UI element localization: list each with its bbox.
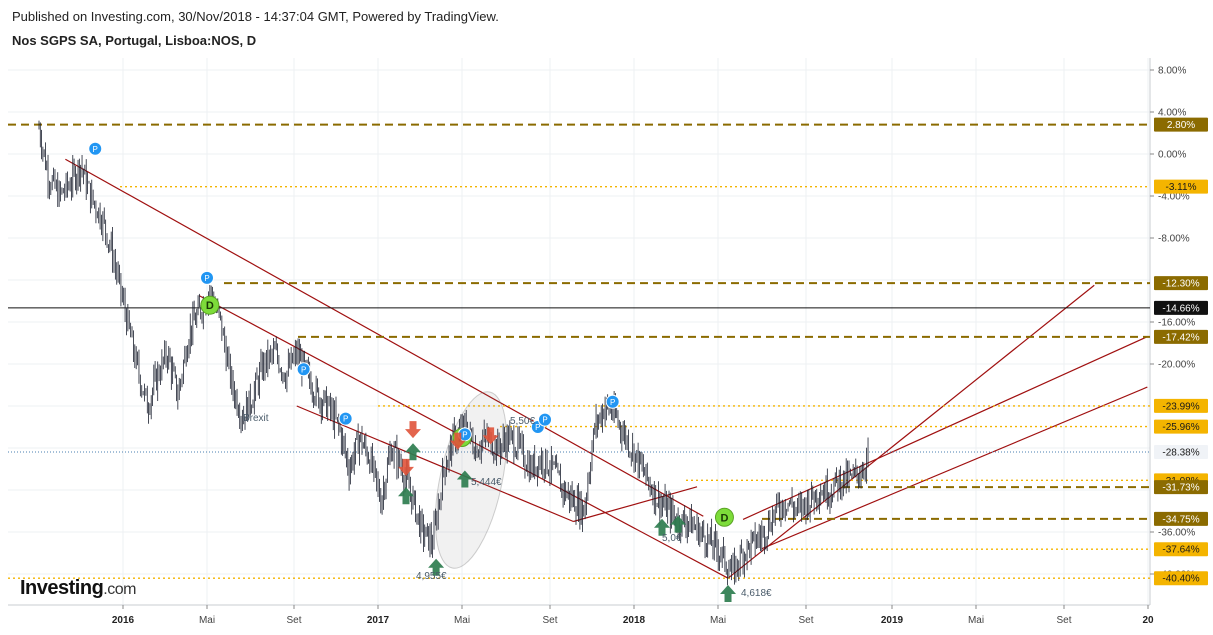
logo-suffix: .com <box>103 581 136 598</box>
y-tick-label: 8.00% <box>1158 66 1186 77</box>
level-badge <box>1154 480 1208 495</box>
level-badge <box>1154 511 1208 526</box>
annotation-label: 4,955€ <box>416 571 447 582</box>
down-arrow-icon <box>398 458 414 476</box>
up-arrow-icon <box>456 470 473 488</box>
pivot-icon-glyph: P <box>542 416 547 425</box>
d-marker-glyph: D <box>206 300 214 312</box>
down-arrow-icon <box>405 421 421 439</box>
level-badge <box>1154 444 1208 459</box>
x-tick-label: 2018 <box>623 615 646 626</box>
x-tick-label: Set <box>798 615 813 626</box>
pivot-icon <box>88 141 103 156</box>
published-caption: Published on Investing.com, 30/Nov/2018 … <box>12 9 499 24</box>
level-badge-label: -23.99% <box>1162 401 1199 412</box>
level-badge-label: 2.80% <box>1167 120 1195 131</box>
y-tick-label: -16.00% <box>1158 318 1195 329</box>
trendline <box>742 336 1148 520</box>
level-badge-label: -3.11% <box>1166 182 1197 193</box>
d-marker-glyph: D <box>720 512 728 524</box>
markers: PPDPPDPPPPD <box>88 141 737 602</box>
down-arrow-icon <box>449 432 466 450</box>
level-badge-label: -12.30% <box>1162 279 1199 290</box>
annotation-label: 4,618€ <box>741 588 772 599</box>
pivot-icon <box>200 270 214 285</box>
time-axis: 2016 Mai Set 2017 Mai Set 2018 Mai Set 2019 Mai Set… <box>112 605 1154 626</box>
symbol-title: Nos SGPS SA, Portugal, Lisboa:NOS, D <box>12 33 257 48</box>
level-badge <box>1154 571 1208 586</box>
x-tick-label: 2019 <box>881 615 904 626</box>
y-tick-label: 0.00% <box>1158 150 1186 161</box>
chart-grid <box>8 58 1151 606</box>
level-badge-label: -17.42% <box>1162 332 1199 343</box>
trendlines <box>65 158 1148 579</box>
up-arrow-icon <box>398 487 414 505</box>
pivot-icon <box>537 412 552 427</box>
y-tick-label: -36.00% <box>1158 528 1195 539</box>
pivot-icon-glyph: P <box>535 423 540 432</box>
trendline <box>573 486 698 523</box>
x-tick-label: 2017 <box>367 615 390 626</box>
level-badge-label: -14.66% <box>1162 303 1199 314</box>
up-arrow-icon <box>428 558 445 576</box>
level-badge-label: -25.96% <box>1162 422 1199 433</box>
pivot-icon-glyph: P <box>462 430 467 439</box>
annotation-label: 5,50€ <box>510 416 535 427</box>
y-tick-label: -20.00% <box>1158 360 1195 371</box>
up-arrow-icon <box>720 584 737 602</box>
level-badge <box>1154 276 1208 291</box>
x-tick-label: 2016 <box>112 615 135 626</box>
level-badge-label: -34.75% <box>1162 514 1199 525</box>
horizontal-levels <box>8 123 1150 579</box>
x-tick-label: Mai <box>454 615 470 626</box>
trendline <box>296 405 574 523</box>
level-badge <box>1154 329 1208 344</box>
down-arrow-icon <box>482 427 499 445</box>
x-tick-label: Set <box>542 615 557 626</box>
trendline <box>65 158 704 517</box>
investing-logo[interactable]: Investing.com <box>20 577 136 600</box>
x-tick-label: Mai <box>199 615 215 626</box>
d-marker-icon <box>714 507 734 527</box>
y-tick-label: -8.00% <box>1158 234 1190 245</box>
annotation-label: 5,444€ <box>471 477 502 488</box>
pivot-icon-glyph: P <box>93 145 98 154</box>
x-tick-label: Set <box>286 615 301 626</box>
level-badge-label: -31.73% <box>1162 483 1199 494</box>
level-badge <box>1154 542 1208 557</box>
up-arrow-icon <box>405 443 421 461</box>
pivot-icon-glyph: P <box>343 415 348 424</box>
pivot-icon <box>296 362 311 377</box>
annotations: Brexit 4,955€ 5,444€ 5,50€ 5,0€ 4,618€ <box>243 413 772 599</box>
pivot-icon <box>338 411 353 426</box>
x-tick-label: Mai <box>968 615 984 626</box>
x-tick-label: Set <box>1056 615 1071 626</box>
y-tick-label: -4.00% <box>1158 192 1190 203</box>
price-axis: 8.00% 4.00% 0.00% -4.00% -8.00% -16.00% -20.00… <box>1150 66 1208 586</box>
up-arrow-icon <box>670 515 687 533</box>
y-tick-label: 4.00% <box>1158 108 1186 119</box>
level-badge <box>1154 300 1208 315</box>
pivot-icon-glyph: P <box>301 365 306 374</box>
trendline <box>761 386 1148 550</box>
level-badge <box>1154 419 1208 434</box>
pivot-icon <box>605 394 620 409</box>
d-marker-icon <box>200 295 220 315</box>
level-badge-label: -37.64% <box>1162 545 1199 556</box>
level-badge-label: -28.38% <box>1162 447 1199 458</box>
x-tick-label: Mai <box>710 615 726 626</box>
level-badge-label: -40.40% <box>1162 574 1199 585</box>
level-badge <box>1154 117 1208 132</box>
annotation-label: 5,0€ <box>662 533 682 544</box>
annotation-label: Brexit <box>243 413 269 424</box>
logo-text: Investing <box>20 577 104 599</box>
trendline <box>727 284 1095 579</box>
up-arrow-icon <box>654 518 670 536</box>
level-badge <box>1154 398 1208 413</box>
pivot-icon-glyph: P <box>204 274 209 283</box>
pivot-icon-glyph: P <box>610 398 615 407</box>
level-badge <box>1154 179 1208 194</box>
x-tick-label: 20 <box>1142 615 1154 626</box>
